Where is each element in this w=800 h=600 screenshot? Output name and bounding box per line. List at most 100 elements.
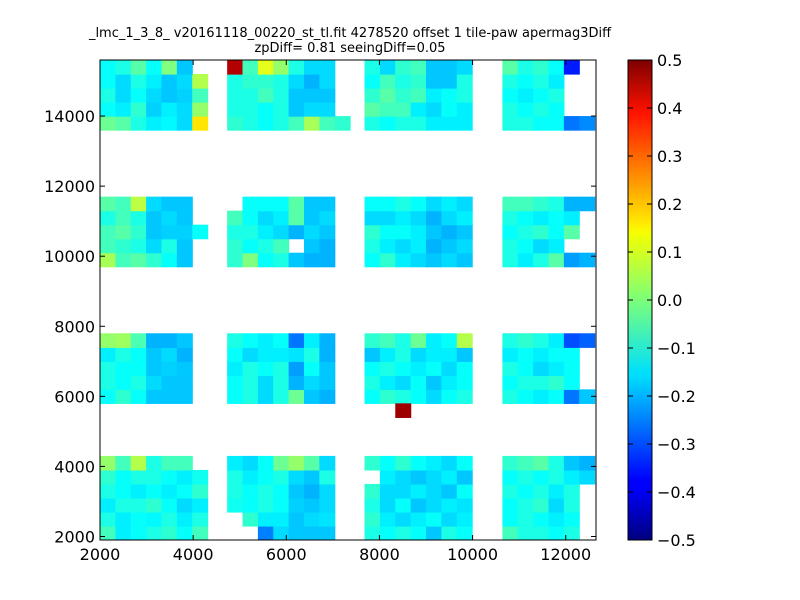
heatmap-cell: [146, 224, 163, 240]
heatmap-cell: [115, 389, 132, 404]
heatmap-cell: [273, 210, 290, 226]
heatmap-cell: [227, 238, 244, 254]
heatmap-cell: [456, 60, 473, 75]
heatmap-cell: [364, 238, 381, 254]
heatmap-cell: [288, 252, 305, 268]
heatmap-cell: [303, 60, 320, 75]
heatmap-cell: [533, 389, 550, 404]
y-tick-label: 2000: [54, 527, 95, 546]
heatmap-cell: [257, 116, 274, 131]
heatmap-cell: [502, 469, 519, 485]
heatmap-cell: [410, 525, 427, 540]
heatmap-cell: [161, 483, 178, 499]
heatmap-cell: [288, 455, 305, 471]
heatmap-cell: [176, 469, 193, 485]
heatmap-cell: [227, 333, 244, 348]
heatmap-cell: [395, 469, 412, 485]
heatmap-cell: [161, 116, 178, 131]
heatmap-cell: [130, 375, 147, 390]
heatmap-cell: [426, 469, 442, 485]
heatmap-cell: [161, 252, 178, 268]
heatmap-cell: [548, 102, 565, 117]
heatmap-cell: [426, 196, 442, 212]
heatmap-cell: [288, 74, 305, 89]
heatmap-cell: [533, 469, 550, 485]
heatmap-cell: [146, 238, 163, 254]
heatmap-cell: [502, 525, 519, 540]
heatmap-cell: [100, 116, 116, 131]
heatmap-cell: [192, 74, 209, 89]
heatmap-cell: [548, 60, 565, 75]
heatmap-cell: [456, 74, 473, 89]
heatmap-cell: [319, 88, 336, 103]
heatmap-cell: [395, 60, 412, 75]
heatmap-cell: [115, 375, 132, 390]
heatmap-cell: [257, 525, 274, 540]
heatmap-cell: [192, 88, 209, 103]
heatmap-cell: [395, 403, 412, 418]
heatmap-cell: [273, 196, 290, 212]
heatmap-cell: [319, 252, 336, 268]
heatmap-cell: [410, 333, 427, 348]
heatmap-cell: [176, 60, 193, 75]
x-tick-label: 12000: [540, 545, 591, 564]
heatmap-cell: [395, 224, 412, 240]
heatmap-cell: [146, 196, 163, 212]
heatmap-cell: [319, 333, 336, 348]
heatmap-cell: [176, 511, 193, 527]
heatmap-cell: [100, 469, 116, 485]
heatmap-cell: [242, 196, 259, 212]
heatmap-cell: [273, 389, 290, 404]
heatmap-cell: [502, 74, 519, 89]
heatmap-cell: [517, 60, 534, 75]
heatmap-cell: [303, 525, 320, 540]
heatmap-cell: [273, 497, 290, 513]
heatmap-cell: [115, 252, 132, 268]
heatmap-cell: [192, 497, 209, 513]
heatmap-cell: [533, 497, 550, 513]
heatmap-cell: [456, 88, 473, 103]
heatmap-cell: [242, 469, 259, 485]
heatmap-cell: [115, 455, 132, 471]
heatmap-cell: [379, 525, 396, 540]
heatmap-cell: [441, 210, 458, 226]
y-axis: 2000 4000 6000 8000 10000 12000 14000: [44, 107, 596, 546]
heatmap-cell: [100, 497, 116, 513]
heatmap-cell: [100, 455, 116, 471]
heatmap-cell: [130, 102, 147, 117]
heatmap-cell: [288, 116, 305, 131]
heatmap-cell: [533, 210, 550, 226]
heatmap-cell: [563, 347, 580, 362]
heatmap-cell: [146, 252, 163, 268]
heatmap-cell: [146, 375, 163, 390]
heatmap-cell: [303, 224, 320, 240]
heatmap-cell: [502, 60, 519, 75]
heatmap-cell: [303, 483, 320, 499]
heatmap-cell: [242, 88, 259, 103]
heatmap-cell: [227, 347, 244, 362]
heatmap-cell: [146, 389, 163, 404]
heatmap-cell: [130, 525, 147, 540]
heatmap-cell: [303, 333, 320, 348]
heatmap-cell: [303, 252, 320, 268]
heatmap-cell: [192, 224, 209, 240]
y-tick-label: 12000: [44, 177, 95, 196]
heatmap-cell: [441, 88, 458, 103]
heatmap-cell: [303, 347, 320, 362]
heatmap-cell: [319, 483, 336, 499]
heatmap-cell: [176, 525, 193, 540]
heatmap-cell: [100, 375, 116, 390]
heatmap-cell: [410, 469, 427, 485]
heatmap-cell: [273, 361, 290, 376]
heatmap-cell: [441, 102, 458, 117]
heatmap-cell: [303, 497, 320, 513]
heatmap-cell: [288, 497, 305, 513]
heatmap-cell: [257, 196, 274, 212]
heatmap-cell: [456, 238, 473, 254]
heatmap-cell: [502, 511, 519, 527]
heatmap-cell: [176, 375, 193, 390]
heatmap-cell: [502, 361, 519, 376]
heatmap-cell: [273, 88, 290, 103]
heatmap-cell: [426, 497, 442, 513]
